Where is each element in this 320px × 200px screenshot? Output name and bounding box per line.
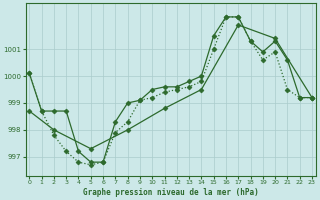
- X-axis label: Graphe pression niveau de la mer (hPa): Graphe pression niveau de la mer (hPa): [83, 188, 259, 197]
